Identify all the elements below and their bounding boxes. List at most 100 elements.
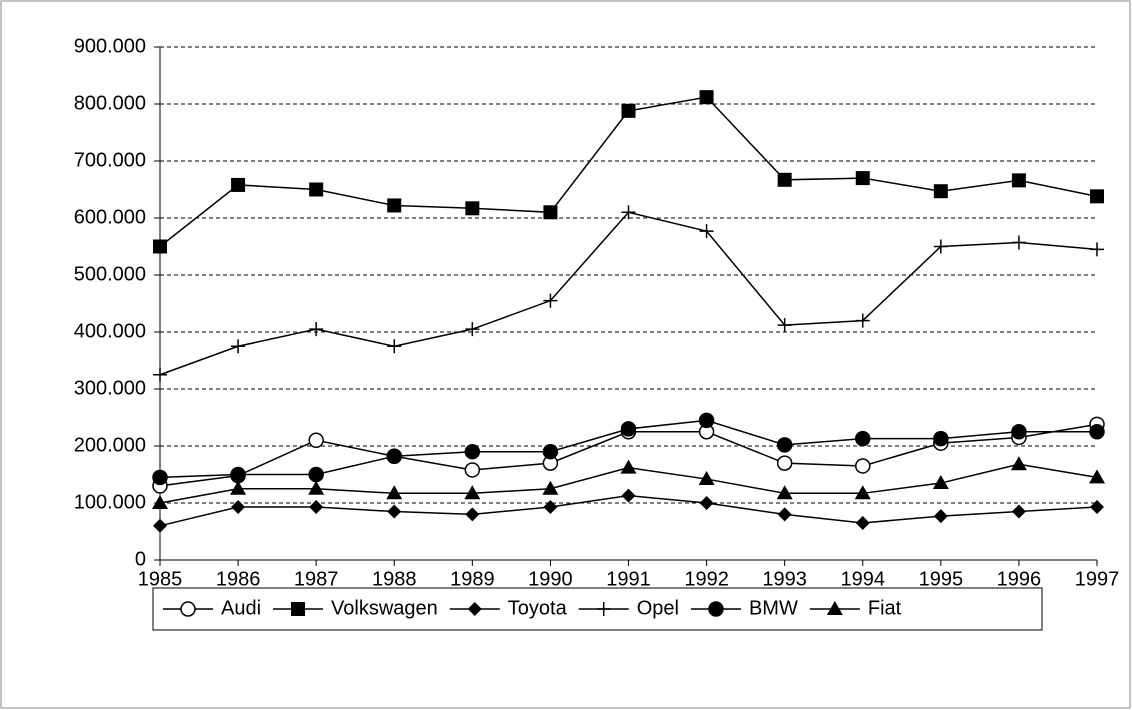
marker (776, 437, 793, 453)
y-tick-label: 0 (135, 548, 146, 570)
legend-label: Audi (221, 597, 261, 619)
y-tick-label: 200.000 (74, 434, 146, 456)
marker (467, 602, 482, 616)
marker (152, 469, 168, 486)
y-tick-label: 600.000 (74, 206, 146, 228)
marker (933, 509, 948, 524)
marker (465, 201, 480, 216)
marker (464, 462, 481, 478)
marker (1089, 424, 1105, 440)
legend-label: Volkswagen (331, 597, 438, 619)
marker (1090, 242, 1104, 257)
marker (291, 602, 306, 616)
marker (387, 198, 402, 213)
marker (698, 412, 715, 429)
marker (1011, 504, 1026, 519)
x-tick-label: 1987 (294, 568, 339, 590)
marker (777, 172, 792, 187)
marker (543, 293, 558, 308)
marker (1011, 235, 1026, 250)
marker (386, 485, 403, 500)
marker (1090, 499, 1104, 514)
marker (621, 103, 636, 118)
marker (542, 480, 559, 495)
marker (308, 466, 324, 483)
marker (231, 177, 246, 192)
marker (776, 455, 793, 471)
y-tick-label: 400.000 (74, 320, 146, 342)
marker (621, 205, 636, 220)
marker (1090, 189, 1104, 204)
legend-label: BMW (749, 597, 798, 619)
x-tick-label: 1988 (372, 568, 417, 590)
marker (230, 480, 247, 495)
marker (465, 507, 480, 522)
y-tick-label: 700.000 (74, 149, 146, 171)
marker (230, 466, 246, 483)
x-tick-label: 1993 (762, 568, 807, 590)
marker (1089, 469, 1105, 484)
marker (933, 239, 948, 254)
marker (464, 443, 481, 460)
x-tick-label: 1997 (1075, 568, 1120, 590)
marker (855, 430, 871, 447)
marker (698, 471, 715, 486)
marker (932, 475, 949, 490)
marker (464, 485, 481, 500)
marker (387, 339, 402, 354)
marker (308, 432, 324, 449)
marker (153, 367, 167, 382)
marker (708, 601, 724, 617)
marker (153, 518, 167, 533)
marker (542, 443, 559, 460)
marker (231, 339, 246, 354)
marker (387, 504, 402, 519)
marker (1010, 456, 1027, 471)
marker (621, 488, 636, 503)
marker (777, 507, 792, 522)
marker (231, 499, 246, 514)
marker (699, 496, 714, 510)
marker (933, 430, 949, 447)
x-tick-label: 1995 (919, 568, 964, 590)
x-tick-label: 1989 (450, 568, 495, 590)
y-tick-label: 900.000 (74, 35, 146, 57)
marker (180, 601, 196, 617)
x-tick-label: 1994 (841, 568, 886, 590)
marker (699, 90, 714, 105)
marker (543, 499, 558, 514)
x-tick-label: 1991 (606, 568, 651, 590)
marker (620, 421, 637, 437)
marker (855, 515, 870, 530)
x-tick-label: 1996 (997, 568, 1042, 590)
marker (620, 459, 637, 474)
marker (826, 601, 843, 615)
x-tick-label: 1985 (138, 568, 183, 590)
y-tick-label: 100.000 (74, 491, 146, 513)
marker (543, 205, 558, 220)
marker (465, 322, 480, 337)
marker (855, 313, 870, 328)
marker (153, 239, 167, 254)
marker (308, 480, 325, 495)
marker (309, 322, 324, 337)
marker (309, 499, 324, 514)
marker (855, 171, 870, 186)
x-tick-label: 1990 (528, 568, 573, 590)
legend-label: Toyota (508, 597, 568, 619)
marker (855, 458, 871, 474)
marker (933, 184, 948, 199)
marker (596, 602, 611, 616)
marker (1011, 424, 1027, 440)
y-tick-label: 300.000 (74, 377, 146, 399)
marker (309, 182, 324, 197)
y-tick-label: 500.000 (74, 263, 146, 285)
marker (777, 318, 792, 333)
marker (1011, 173, 1026, 188)
marker (699, 224, 714, 239)
x-tick-label: 1992 (684, 568, 729, 590)
legend-label: Fiat (868, 597, 902, 619)
marker (854, 485, 871, 500)
marker (152, 495, 168, 509)
